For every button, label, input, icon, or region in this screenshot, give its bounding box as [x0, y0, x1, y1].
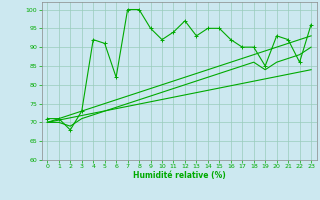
X-axis label: Humidité relative (%): Humidité relative (%): [133, 171, 226, 180]
